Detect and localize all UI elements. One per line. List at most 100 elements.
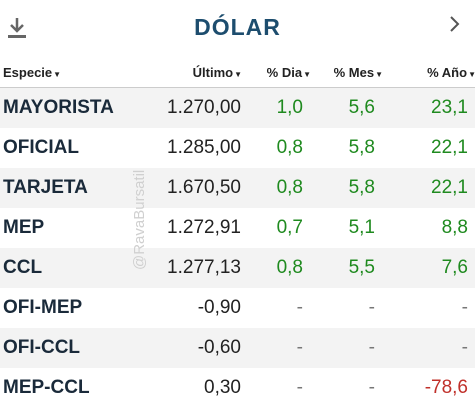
cell: 0,8 (277, 257, 303, 279)
text: - (461, 337, 468, 358)
cell: 5,5 (349, 257, 375, 279)
text: 5,6 (348, 97, 375, 118)
instrument-name: OFICIAL (3, 137, 79, 159)
text: OFICIAL (3, 137, 79, 158)
text: 1.277,13 (167, 257, 241, 278)
cell: - (297, 297, 303, 319)
text: 1,0 (276, 97, 303, 118)
text: TARJETA (3, 177, 88, 198)
next-chevron[interactable] (449, 15, 461, 33)
table-row[interactable]: OFICIAL 1.285,00 0,8 5,8 22,1 (0, 128, 475, 168)
instrument-name: MEP-CCL (3, 377, 90, 399)
table-row[interactable]: TARJETA 1.670,50 0,8 5,8 22,1 (0, 168, 475, 208)
column-title[interactable]: % Año▼ (427, 65, 475, 80)
cell: 5,1 (349, 217, 375, 239)
table-row[interactable]: OFI-CCL -0,60 - - - (0, 328, 475, 368)
cell: 1.670,50 (167, 177, 241, 199)
text: 22,1 (431, 177, 468, 198)
text: Especie (3, 65, 53, 80)
cell: - (297, 377, 303, 399)
column-header: Especie▼ Último▼% Dia▼% Mes▼% Año▼ (0, 57, 475, 88)
cell: - (462, 337, 468, 359)
sort-icon: ▼ (303, 70, 311, 79)
cell: 1.285,00 (167, 137, 241, 159)
text: Último (192, 65, 234, 80)
title: DÓLAR (194, 14, 281, 40)
column-title[interactable]: Último▼ (193, 65, 242, 80)
instrument-name: OFI-CCL (3, 337, 80, 359)
text: MEP (3, 217, 45, 238)
cell: -0,90 (198, 297, 241, 319)
text: OFI-MEP (3, 297, 83, 318)
text: 1.270,00 (167, 97, 241, 118)
text: - (368, 377, 375, 398)
cell: 23,1 (431, 97, 468, 119)
text: 0,7 (276, 217, 303, 238)
text: % Dia (266, 65, 303, 80)
text: - (296, 377, 303, 398)
text: - (296, 337, 303, 358)
cell: 22,1 (431, 137, 468, 159)
table-row[interactable]: CCL 1.277,13 0,8 5,5 7,6 (0, 248, 475, 288)
text: 22,1 (431, 137, 468, 158)
cell: -78,6 (425, 377, 468, 399)
cell: 5,8 (349, 177, 375, 199)
cell: 22,1 (431, 177, 468, 199)
text: OFI-CCL (3, 337, 81, 358)
table-row[interactable]: MEP 1.272,91 0,7 5,1 8,8 (0, 208, 475, 248)
sort-icon: ▼ (375, 70, 383, 79)
sort-icon: ▼ (234, 70, 242, 79)
download-icon[interactable] (7, 17, 27, 39)
header: DÓLAR (0, 0, 475, 56)
cell: 0,8 (277, 177, 303, 199)
text: 23,1 (431, 97, 468, 118)
text: 1.285,00 (167, 137, 241, 158)
instrument-name: OFI-MEP (3, 297, 82, 319)
table-row[interactable]: OFI-MEP -0,90 - - - (0, 288, 475, 328)
text: CCL (3, 257, 43, 278)
instrument-name: MEP (3, 217, 44, 239)
cell: 5,6 (349, 97, 375, 119)
text: 5,8 (348, 137, 375, 158)
column-title[interactable]: Especie▼ (3, 65, 61, 80)
text: 8,8 (441, 217, 468, 238)
column-title[interactable]: % Dia▼ (267, 65, 311, 80)
text: 0,8 (276, 137, 303, 158)
text: % Mes (333, 65, 375, 80)
cell: 7,6 (442, 257, 468, 279)
text: 1.272,91 (167, 217, 241, 238)
cell: - (369, 297, 375, 319)
cell: 1,0 (277, 97, 303, 119)
text: -0,90 (197, 297, 241, 318)
text: 1.670,50 (167, 177, 241, 198)
instrument-name: TARJETA (3, 177, 88, 199)
text: - (296, 297, 303, 318)
text: - (461, 297, 468, 318)
text: 5,8 (348, 177, 375, 198)
sort-icon: ▼ (53, 70, 62, 79)
cell: - (369, 377, 375, 399)
sort-icon: ▼ (468, 70, 475, 79)
cell: 1.277,13 (167, 257, 241, 279)
cell: 5,8 (349, 137, 375, 159)
text: -78,6 (424, 377, 468, 398)
cell: -0,60 (198, 337, 241, 359)
text: 5,5 (348, 257, 375, 278)
text: 0,8 (276, 257, 303, 278)
cell: - (369, 337, 375, 359)
instrument-name: MAYORISTA (3, 97, 114, 119)
column-title[interactable]: % Mes▼ (334, 65, 383, 80)
cell: 0,30 (204, 377, 241, 399)
cell: - (297, 337, 303, 359)
table-row[interactable]: MEP-CCL 0,30 - - -78,6 (0, 368, 475, 408)
cell: 1.270,00 (167, 97, 241, 119)
text: % Año (427, 65, 468, 80)
text: -0,60 (197, 337, 241, 358)
cell: 0,7 (277, 217, 303, 239)
text: 7,6 (441, 257, 468, 278)
table-row[interactable]: MAYORISTA 1.270,00 1,0 5,6 23,1 (0, 88, 475, 128)
text: 0,30 (204, 377, 241, 398)
text: 5,1 (348, 217, 375, 238)
watermark: @RavaBursatil (131, 169, 148, 270)
